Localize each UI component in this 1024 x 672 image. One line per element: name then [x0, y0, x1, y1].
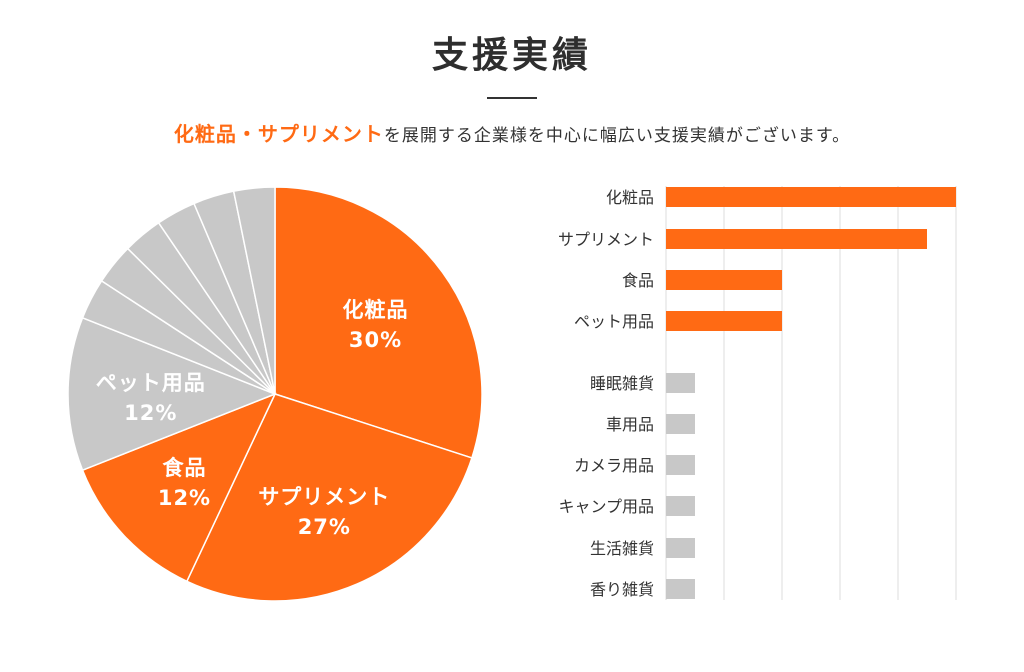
bar-category-label: ペット用品	[574, 312, 654, 331]
bar-category-label: 化粧品	[606, 188, 654, 207]
pie-slice-value: 27%	[298, 515, 351, 539]
bar	[666, 373, 695, 393]
bar-category-label: カメラ用品	[574, 456, 654, 475]
title-divider	[487, 97, 537, 99]
bar	[666, 455, 695, 475]
bar	[666, 579, 695, 599]
bar	[666, 270, 782, 290]
bar	[666, 187, 956, 207]
pie-slice-label: 化粧品	[342, 298, 408, 322]
bar	[666, 496, 695, 516]
pie-slice-label: サプリメント	[258, 485, 390, 509]
bar	[666, 414, 695, 434]
bar-category-label: サプリメント	[558, 230, 654, 249]
bar-category-label: 睡眠雑貨	[590, 374, 654, 393]
pie-slice	[67, 316, 278, 472]
pie-slice	[185, 393, 473, 602]
pie-slice-value: 30%	[349, 328, 402, 352]
pie-slice-label: ペット用品	[96, 371, 206, 395]
pie-slice	[274, 186, 483, 459]
bar	[666, 229, 927, 249]
bar-category-label: 車用品	[606, 415, 654, 434]
bar-category-label: キャンプ用品	[558, 497, 654, 516]
pie-slice-value: 12%	[124, 401, 177, 425]
bar-category-label: 香り雑貨	[590, 580, 654, 599]
pie-slice	[81, 392, 277, 583]
page-title: 支援実績	[431, 35, 592, 76]
subtitle-text: を展開する企業様を中心に幅広い支援実績がございます。	[383, 126, 851, 146]
pie-slice-value: 12%	[158, 486, 211, 510]
bar	[666, 311, 782, 331]
bar	[666, 538, 695, 558]
subtitle-highlight: 化粧品・サプリメント	[173, 122, 384, 146]
pie-slice	[232, 186, 276, 395]
bar-category-label: 食品	[622, 271, 654, 290]
pie-slice-label: 食品	[162, 456, 206, 480]
bar-category-label: 生活雑貨	[590, 539, 654, 558]
page-subtitle: 化粧品・サプリメントを展開する企業様を中心に幅広い支援実績がございます。	[0, 118, 1024, 147]
